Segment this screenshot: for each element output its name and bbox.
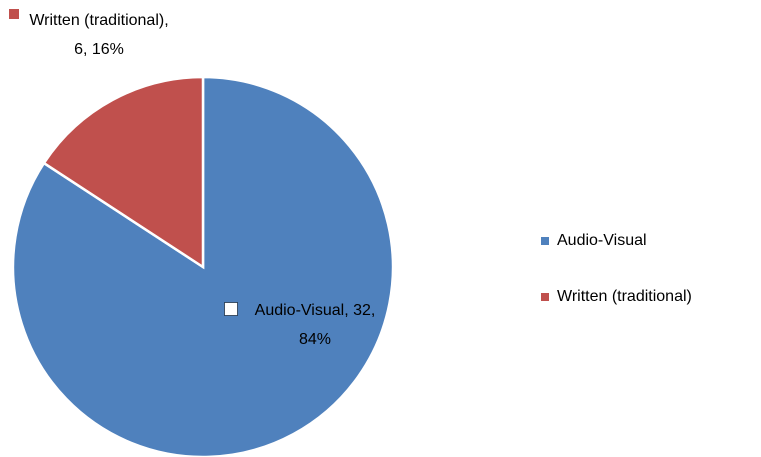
- data-label-key: [224, 302, 238, 316]
- legend-swatch: [541, 293, 549, 301]
- pie-slice: [42, 75, 205, 270]
- legend-label: Audio-Visual: [557, 232, 647, 249]
- data-label-key: [9, 9, 19, 19]
- legend-label: Written (traditional): [557, 288, 692, 305]
- legend-swatch: [541, 237, 549, 245]
- data-label: Written (traditional), 6, 16%: [29, 12, 169, 58]
- data-label: Audio-Visual, 32, 84%: [254, 302, 376, 348]
- data-label-key-border: [224, 302, 238, 316]
